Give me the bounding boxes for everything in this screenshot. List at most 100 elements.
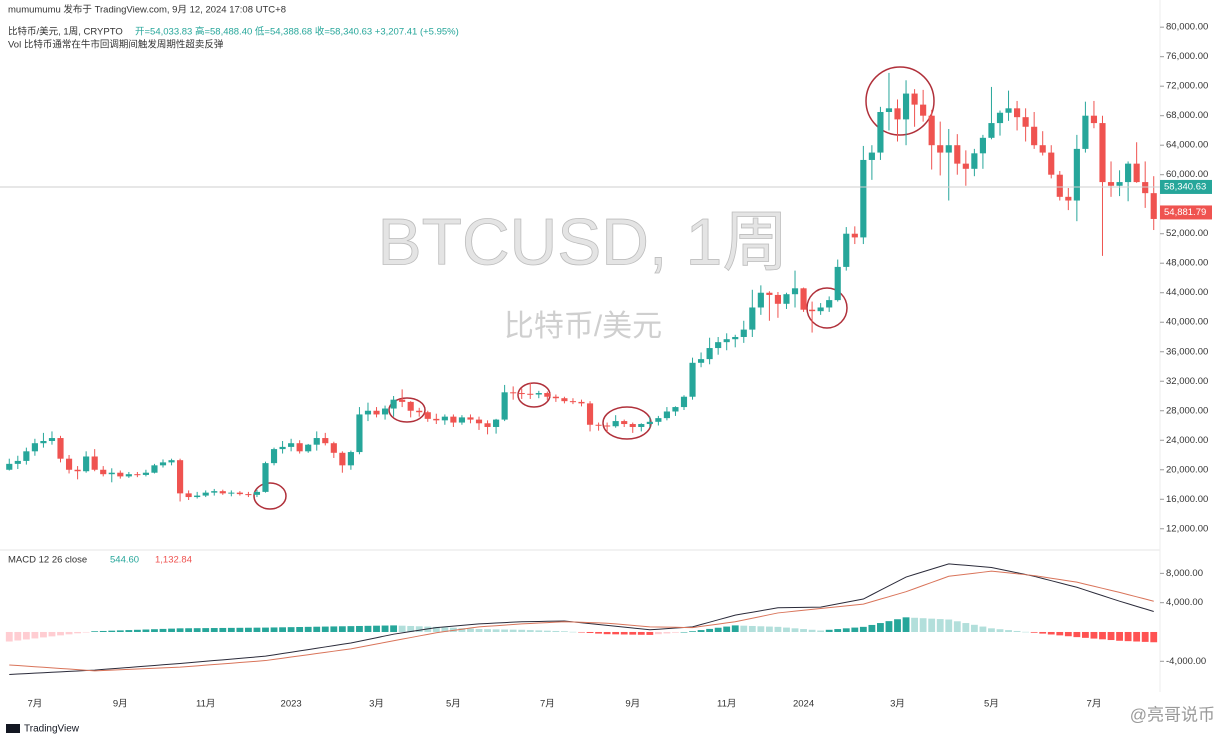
histogram-bar <box>415 626 423 632</box>
histogram-bar <box>185 628 193 632</box>
candle-body <box>604 425 611 427</box>
histogram-bar <box>1141 631 1149 642</box>
histogram-bar <box>57 631 64 636</box>
histogram-bar <box>390 625 398 632</box>
x-tick-label: 9月 <box>113 699 128 710</box>
candle-body <box>1039 145 1046 153</box>
histogram-bar <box>313 626 321 632</box>
histogram-bar <box>227 627 235 632</box>
candle-body <box>245 494 252 496</box>
histogram-bar <box>859 626 867 632</box>
candle-body <box>544 393 551 397</box>
histogram-bar <box>296 627 304 632</box>
y-tick-label: 4,000.00 <box>1166 597 1203 608</box>
histogram-bar <box>338 626 346 632</box>
histogram-bar <box>108 630 116 632</box>
candle-body <box>612 421 619 427</box>
histogram-bar <box>885 621 893 632</box>
candle-body <box>715 342 722 349</box>
candle-body <box>194 495 201 498</box>
candle-body <box>954 145 961 164</box>
histogram-bar <box>356 625 363 632</box>
histogram-bar <box>646 631 654 635</box>
annotation-circle <box>806 287 848 329</box>
histogram-bar <box>304 626 312 632</box>
y-tick-label: 48,000.00 <box>1166 258 1208 269</box>
histogram-bar <box>723 626 731 632</box>
histogram-bar <box>526 630 534 632</box>
header-values: 开=54,033.83 高=58,488.40 低=54,388.68 收=58… <box>135 26 459 38</box>
candle-body <box>424 412 431 419</box>
histogram-bar <box>5 631 13 642</box>
histogram-bar <box>945 619 953 632</box>
histogram-bar <box>1005 630 1012 632</box>
histogram-bar <box>91 631 99 632</box>
histogram-bar <box>509 629 517 632</box>
histogram-bar <box>125 630 133 632</box>
histogram-bar <box>501 629 509 632</box>
histogram-bar <box>612 631 620 635</box>
candle-body <box>638 424 645 427</box>
histogram-bar <box>1056 631 1064 636</box>
histogram-bar <box>834 629 842 632</box>
histogram <box>5 617 1158 643</box>
histogram-bar <box>1081 631 1089 638</box>
candle-body <box>757 292 764 308</box>
histogram-bar <box>398 625 406 632</box>
macd-line <box>9 570 1154 672</box>
histogram-bar <box>484 629 491 632</box>
histogram-bar <box>74 631 82 634</box>
histogram-bar <box>193 628 201 632</box>
histogram-bar <box>800 629 807 632</box>
candle-body <box>697 359 705 363</box>
candle-body <box>732 336 739 340</box>
histogram-bar <box>1030 631 1038 633</box>
histogram-bar <box>40 631 47 638</box>
candle-body <box>791 288 799 295</box>
histogram-bar <box>432 626 440 632</box>
histogram-bar <box>637 631 645 635</box>
candle-body <box>117 472 124 477</box>
header-line: mumumumu 发布于 TradingView.com, 9月 12, 202… <box>8 4 286 16</box>
candle-body <box>996 112 1004 124</box>
histogram-bar <box>1064 631 1072 637</box>
histogram-bar <box>714 627 722 632</box>
histogram-bar <box>176 628 184 632</box>
x-tick-label: 11月 <box>717 699 736 710</box>
candle-body <box>834 266 841 301</box>
candle-body <box>1116 182 1123 186</box>
histogram-bar <box>919 618 927 632</box>
x-tick-label: 3月 <box>890 699 905 710</box>
candle-body <box>877 112 884 153</box>
histogram-bar <box>133 629 141 632</box>
histogram-bar <box>82 631 90 633</box>
x-tick-label: 7月 <box>540 699 555 710</box>
candle-body <box>629 424 636 427</box>
histogram-bar <box>1124 631 1132 642</box>
histogram-bar <box>748 625 756 632</box>
candle-body <box>826 300 833 308</box>
candle-body <box>843 233 850 267</box>
histogram-bar <box>774 626 782 632</box>
candle-body <box>373 410 380 415</box>
histogram-bar <box>1090 631 1098 639</box>
histogram-bar <box>740 625 748 632</box>
candle-body <box>1056 174 1063 197</box>
histogram-bar <box>48 631 56 637</box>
candle-body <box>407 401 414 411</box>
candle-body <box>228 492 235 494</box>
candle-body <box>330 443 337 453</box>
candle-body <box>535 393 542 395</box>
candle-body <box>364 410 372 415</box>
histogram-bar <box>1022 631 1030 633</box>
y-tick-label: 24,000.00 <box>1166 435 1208 446</box>
histogram-bar <box>449 627 457 632</box>
y-tick-label: 68,000.00 <box>1166 110 1208 121</box>
candle-body <box>885 108 893 113</box>
histogram-bar <box>902 617 910 632</box>
histogram-bar <box>1099 631 1106 640</box>
candle-body <box>800 288 807 310</box>
histogram-bar <box>518 629 526 632</box>
